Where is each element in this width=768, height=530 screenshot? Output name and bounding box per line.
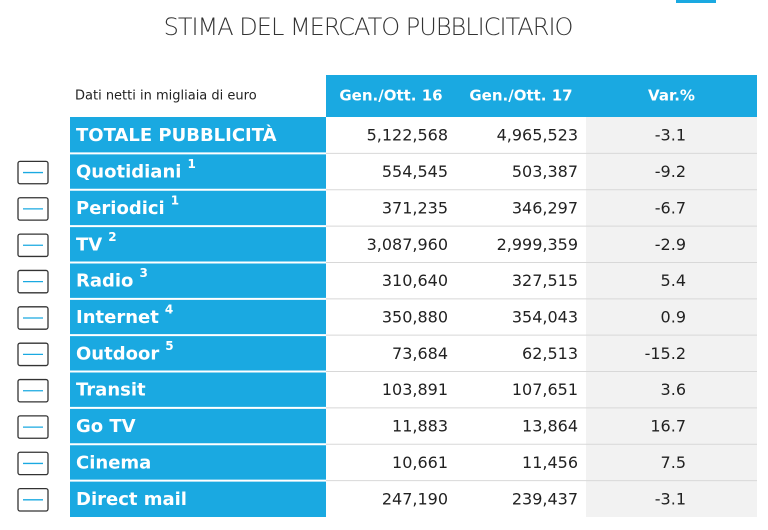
icon [17,451,49,476]
cell: 11,456 [522,453,578,472]
cell: 503,387 [512,162,578,181]
title: STIMA DEL MERCATO PUBBLICITARIO [164,13,573,41]
row-name: Transit [76,380,146,401]
table: Dati netti in migliaia di euro Gen./Ott. … [17,75,757,517]
cell: 5.4 [661,271,686,290]
cell: 310,640 [382,271,448,290]
cell: 247,190 [382,489,448,508]
cell: 62,513 [522,344,578,363]
icon [17,269,49,294]
icon [17,378,49,403]
icon [17,233,49,258]
row-name: Outdoor [76,343,159,364]
cell: 7.5 [661,453,686,472]
var-column-bg [586,117,757,517]
row-name: Cinema [76,452,151,473]
row-name: Internet [76,307,159,328]
header-bg [326,75,757,117]
cell: -6.7 [655,198,686,217]
cell: 239,437 [512,489,578,508]
cell: 103,891 [382,380,448,399]
icon [17,306,49,330]
header-cell: Gen./Ott. 17 [469,87,572,105]
header-cell: Gen./Ott. 16 [339,87,442,105]
name-column-bg [70,117,326,517]
cell: 13,864 [522,417,578,436]
decoration [676,0,716,3]
cell: 5,122,568 [367,126,448,145]
footnote-ref: 1 [187,157,195,171]
row-name: TV [76,234,102,255]
footnote-ref: 4 [165,303,173,317]
cell: 107,651 [512,380,578,399]
cell: -2.9 [655,235,686,254]
cell: 10,661 [392,453,448,472]
cell: 350,880 [382,308,448,327]
cell: 371,235 [382,198,448,217]
cell: 4,965,523 [497,126,578,145]
header-label: Dati netti in migliaia di euro [75,89,257,104]
row-name: TOTALE PUBBLICITÀ [76,124,277,146]
footnote-ref: 5 [165,339,173,353]
footnote-ref: 2 [108,230,116,244]
icon [17,197,49,221]
header-cell: Var.% [648,87,695,105]
cell: -3.1 [655,126,686,145]
row-name: Go TV [76,416,136,437]
cell: 73,684 [392,344,448,363]
icon [17,342,49,367]
cell: 3.6 [661,380,686,399]
icon [17,160,49,185]
row-name: Periodici [76,198,165,219]
cell: 2,999,359 [497,235,578,254]
footnote-ref: 3 [139,266,147,280]
cell: 354,043 [512,308,578,327]
cell: 0.9 [661,308,686,327]
cell: 3,087,960 [367,235,448,254]
row-name: Radio [76,271,133,292]
cell: -15.2 [645,344,686,363]
cell: 346,297 [512,198,578,217]
icon [17,487,49,512]
cell: -9.2 [655,162,686,181]
footnote-ref: 1 [171,193,179,207]
row-name: Direct mail [76,489,187,510]
cell: -3.1 [655,489,686,508]
row-name: Quotidiani [76,162,181,183]
cell: 327,515 [512,271,578,290]
cell: 11,883 [392,417,448,436]
icon [17,415,49,439]
cell: 16.7 [650,417,686,436]
cell: 554,545 [382,162,448,181]
